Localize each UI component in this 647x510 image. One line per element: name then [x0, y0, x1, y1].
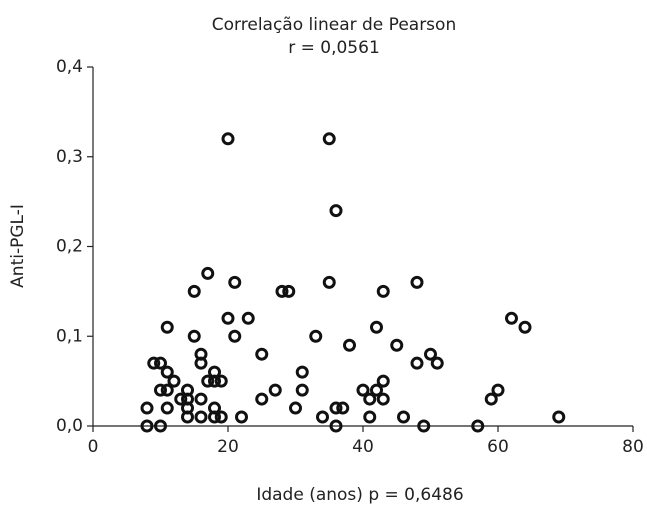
- x-tick-label: 20: [217, 437, 239, 457]
- point: [295, 383, 309, 397]
- chart-subtitle: r = 0,0561: [288, 38, 380, 58]
- point: [505, 311, 518, 325]
- point: [363, 392, 377, 406]
- point: [214, 410, 228, 424]
- y-tick-label: 0,4: [56, 57, 83, 77]
- point: [336, 401, 350, 415]
- point: [370, 320, 383, 334]
- point: [174, 392, 188, 406]
- point: [160, 383, 174, 397]
- y-tick-label: 0,2: [56, 237, 83, 257]
- point: [214, 374, 228, 388]
- point: [363, 410, 377, 424]
- point: [275, 284, 289, 298]
- point: [187, 284, 201, 298]
- point: [154, 356, 167, 370]
- point: [552, 410, 566, 424]
- point: [376, 284, 390, 298]
- point: [289, 401, 302, 415]
- x-tick-label: 40: [352, 437, 374, 457]
- point: [430, 356, 444, 370]
- x-tick-label: 80: [622, 437, 644, 457]
- point: [228, 329, 242, 343]
- point: [241, 311, 255, 325]
- y-tick-label: 0,0: [56, 416, 83, 436]
- point: [518, 320, 532, 334]
- point: [329, 419, 343, 433]
- point: [282, 284, 296, 298]
- point: [154, 383, 167, 397]
- point: [140, 419, 154, 433]
- y-tick-label: 0,1: [56, 326, 83, 346]
- point: [424, 347, 437, 361]
- point: [343, 338, 356, 352]
- point: [255, 392, 269, 406]
- chart-title: Correlação linear de Pearson: [212, 15, 456, 35]
- point: [376, 392, 390, 406]
- point: [160, 401, 174, 415]
- point: [208, 374, 221, 388]
- point: [322, 275, 336, 289]
- point: [201, 374, 215, 388]
- point: [484, 392, 498, 406]
- point: [147, 356, 161, 370]
- point: [208, 410, 221, 424]
- y-tick-label: 0,3: [56, 147, 83, 167]
- point: [356, 383, 370, 397]
- point: [376, 374, 390, 388]
- point: [221, 311, 235, 325]
- point: [370, 383, 383, 397]
- x-tick-label: 0: [88, 437, 99, 457]
- point: [201, 266, 215, 280]
- point: [255, 347, 269, 361]
- point: [471, 419, 485, 433]
- point: [329, 204, 343, 218]
- point: [410, 356, 424, 370]
- point: [295, 365, 309, 379]
- point: [309, 329, 323, 343]
- point: [221, 132, 235, 146]
- point: [194, 392, 208, 406]
- point: [187, 329, 201, 343]
- point: [154, 419, 167, 433]
- point: [397, 410, 410, 424]
- x-tick-label: 60: [487, 437, 509, 457]
- point: [235, 410, 248, 424]
- point: [160, 365, 174, 379]
- point: [181, 410, 194, 424]
- point: [491, 383, 505, 397]
- point: [316, 410, 329, 424]
- point: [322, 132, 336, 146]
- point: [167, 374, 181, 388]
- point: [160, 320, 174, 334]
- point: [194, 356, 208, 370]
- point: [417, 419, 431, 433]
- point: [268, 383, 282, 397]
- point: [329, 401, 343, 415]
- point: [390, 338, 404, 352]
- y-axis-label: Anti-PGL-I: [8, 204, 28, 288]
- point: [410, 275, 424, 289]
- point: [228, 275, 242, 289]
- x-axis-label: Idade (anos) p = 0,6486: [256, 485, 463, 505]
- point: [194, 410, 208, 424]
- point: [140, 401, 154, 415]
